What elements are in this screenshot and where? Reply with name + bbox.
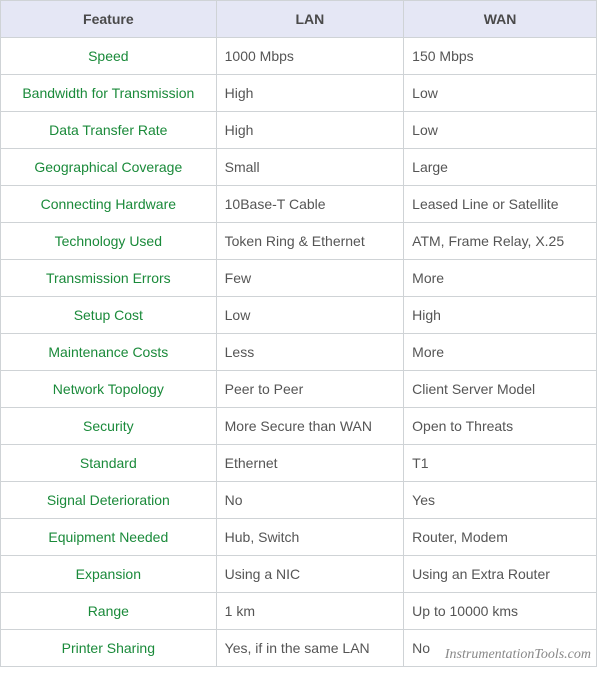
lan-cell: Using a NIC	[216, 556, 404, 593]
lan-cell: No	[216, 482, 404, 519]
table-row: Geographical Coverage Small Large	[1, 149, 597, 186]
lan-cell: Yes, if in the same LAN	[216, 630, 404, 667]
lan-cell: 10Base-T Cable	[216, 186, 404, 223]
feature-cell: Technology Used	[1, 223, 217, 260]
feature-cell: Bandwidth for Transmission	[1, 75, 217, 112]
lan-cell: 1 km	[216, 593, 404, 630]
table-row: Bandwidth for Transmission High Low	[1, 75, 597, 112]
lan-cell: Ethernet	[216, 445, 404, 482]
table-row: Expansion Using a NIC Using an Extra Rou…	[1, 556, 597, 593]
lan-cell: Less	[216, 334, 404, 371]
wan-cell: Client Server Model	[404, 371, 597, 408]
wan-cell: ATM, Frame Relay, X.25	[404, 223, 597, 260]
wan-cell: Low	[404, 112, 597, 149]
feature-cell: Expansion	[1, 556, 217, 593]
feature-cell: Security	[1, 408, 217, 445]
feature-cell: Geographical Coverage	[1, 149, 217, 186]
table-row: Range 1 km Up to 10000 kms	[1, 593, 597, 630]
lan-cell: Low	[216, 297, 404, 334]
feature-cell: Maintenance Costs	[1, 334, 217, 371]
table-row: Speed 1000 Mbps 150 Mbps	[1, 38, 597, 75]
wan-cell: Yes	[404, 482, 597, 519]
feature-cell: Network Topology	[1, 371, 217, 408]
wan-cell: Open to Threats	[404, 408, 597, 445]
comparison-table-wrap: Feature LAN WAN Speed 1000 Mbps 150 Mbps…	[0, 0, 597, 667]
lan-cell: Peer to Peer	[216, 371, 404, 408]
feature-cell: Signal Deterioration	[1, 482, 217, 519]
feature-cell: Equipment Needed	[1, 519, 217, 556]
table-row: Network Topology Peer to Peer Client Ser…	[1, 371, 597, 408]
lan-cell: Token Ring & Ethernet	[216, 223, 404, 260]
feature-cell: Data Transfer Rate	[1, 112, 217, 149]
table-row: Connecting Hardware 10Base-T Cable Lease…	[1, 186, 597, 223]
col-lan-header: LAN	[216, 1, 404, 38]
lan-cell: High	[216, 112, 404, 149]
table-row: Signal Deterioration No Yes	[1, 482, 597, 519]
wan-cell: High	[404, 297, 597, 334]
lan-cell: 1000 Mbps	[216, 38, 404, 75]
feature-cell: Transmission Errors	[1, 260, 217, 297]
table-row: Transmission Errors Few More	[1, 260, 597, 297]
lan-cell: More Secure than WAN	[216, 408, 404, 445]
wan-cell: More	[404, 334, 597, 371]
table-row: Standard Ethernet T1	[1, 445, 597, 482]
col-feature-header: Feature	[1, 1, 217, 38]
wan-cell: Large	[404, 149, 597, 186]
wan-cell: Leased Line or Satellite	[404, 186, 597, 223]
lan-cell: Hub, Switch	[216, 519, 404, 556]
comparison-table: Feature LAN WAN Speed 1000 Mbps 150 Mbps…	[0, 0, 597, 667]
wan-cell: Up to 10000 kms	[404, 593, 597, 630]
wan-cell: T1	[404, 445, 597, 482]
lan-cell: Small	[216, 149, 404, 186]
table-row: Printer Sharing Yes, if in the same LAN …	[1, 630, 597, 667]
feature-cell: Setup Cost	[1, 297, 217, 334]
lan-cell: Few	[216, 260, 404, 297]
feature-cell: Printer Sharing	[1, 630, 217, 667]
table-header-row: Feature LAN WAN	[1, 1, 597, 38]
feature-cell: Speed	[1, 38, 217, 75]
feature-cell: Standard	[1, 445, 217, 482]
wan-cell: Router, Modem	[404, 519, 597, 556]
table-row: Equipment Needed Hub, Switch Router, Mod…	[1, 519, 597, 556]
table-row: Data Transfer Rate High Low	[1, 112, 597, 149]
wan-cell: More	[404, 260, 597, 297]
lan-cell: High	[216, 75, 404, 112]
wan-cell: No	[404, 630, 597, 667]
table-row: Setup Cost Low High	[1, 297, 597, 334]
wan-cell: 150 Mbps	[404, 38, 597, 75]
feature-cell: Connecting Hardware	[1, 186, 217, 223]
wan-cell: Using an Extra Router	[404, 556, 597, 593]
feature-cell: Range	[1, 593, 217, 630]
table-row: Maintenance Costs Less More	[1, 334, 597, 371]
col-wan-header: WAN	[404, 1, 597, 38]
wan-cell: Low	[404, 75, 597, 112]
table-row: Technology Used Token Ring & Ethernet AT…	[1, 223, 597, 260]
table-row: Security More Secure than WAN Open to Th…	[1, 408, 597, 445]
